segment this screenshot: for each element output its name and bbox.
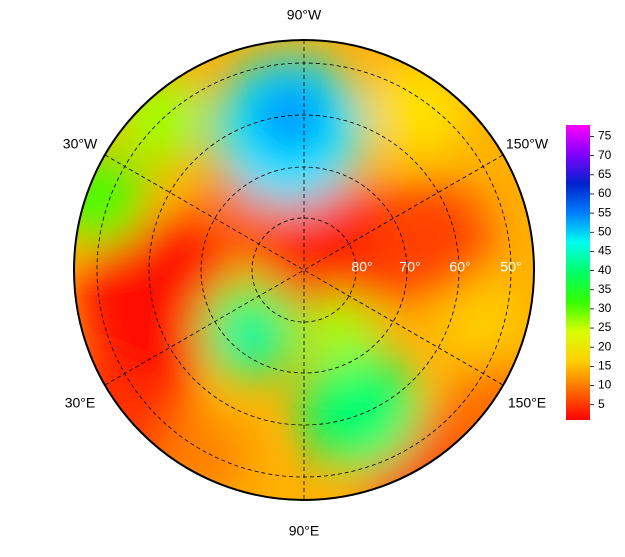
lon-label: 150°E — [508, 395, 546, 411]
lon-label: 90°E — [289, 523, 320, 539]
colorbar-tick-label: 20 — [598, 339, 612, 353]
lon-label: 30°E — [65, 395, 96, 411]
colorbar-tick-label: 35 — [598, 282, 612, 296]
colorbar-tick-label: 60 — [598, 186, 612, 200]
colorbar-tick-label: 10 — [598, 378, 612, 392]
lon-label: 150°W — [506, 136, 549, 152]
colorbar-tick-label: 75 — [598, 129, 612, 143]
lat-label: 50° — [500, 259, 521, 275]
colorbar-tick-label: 55 — [598, 205, 612, 219]
lat-label: 80° — [351, 259, 372, 275]
lat-labels: 80° 70° 60° 50° — [351, 259, 521, 275]
colorbar-tick-label: 15 — [598, 359, 612, 373]
colorbar: 5 10 15 20 25 30 35 40 45 50 55 60 65 70 75 — [566, 125, 612, 420]
colorbar-tick-label: 25 — [598, 320, 612, 334]
lat-label: 70° — [399, 259, 420, 275]
graticule — [96, 40, 512, 500]
lon-labels: 90°W 30°W 150°W 30°E 150°E 90°E — [63, 7, 549, 539]
map-border — [73, 39, 535, 501]
colorbar-tick-label: 70 — [598, 148, 612, 162]
lat-label: 60° — [449, 259, 470, 275]
colorbar-tick-label: 40 — [598, 263, 612, 277]
colorbar-tick-label: 45 — [598, 244, 612, 258]
lon-label: 90°W — [287, 7, 322, 23]
lon-label: 30°W — [63, 136, 98, 152]
colorbar-tick-label: 5 — [598, 397, 605, 411]
colorbar-ramp — [566, 125, 590, 420]
colorbar-tick-label: 50 — [598, 224, 612, 238]
colorbar-tick-label: 30 — [598, 301, 612, 315]
heat-field — [74, 40, 534, 500]
colorbar-tick-label: 65 — [598, 167, 612, 181]
